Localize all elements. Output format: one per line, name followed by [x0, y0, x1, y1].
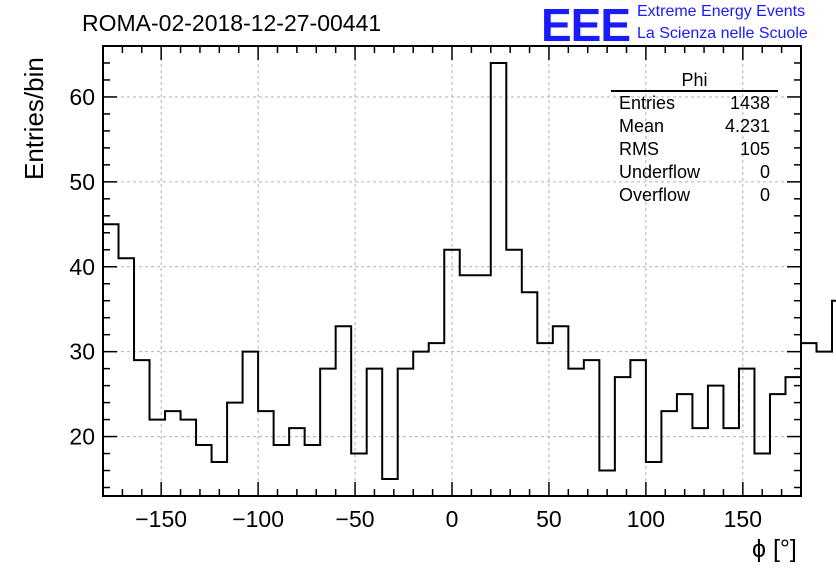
x-tick-label: 0	[446, 506, 459, 532]
y-tick-label: 30	[69, 339, 95, 365]
histogram-bin	[444, 250, 460, 496]
stats-row: Entries 1438	[611, 92, 778, 115]
histogram-bin	[723, 428, 739, 496]
histogram-bin	[491, 63, 507, 496]
stats-label: Overflow	[619, 185, 691, 205]
histogram-bin	[320, 369, 336, 496]
histogram-bin	[599, 471, 615, 496]
histogram-bin	[367, 369, 383, 496]
histogram-bin	[119, 258, 135, 496]
histogram-bin	[832, 301, 836, 496]
histogram-bin	[506, 250, 522, 496]
y-tick-label: 20	[69, 424, 95, 450]
stats-box: Phi Entries 1438 Mean 4.231 RMS 105 Underfl…	[611, 70, 778, 207]
histogram-bin	[708, 386, 724, 496]
histogram-bin	[785, 377, 801, 496]
logo-line-2: La Scienza nelle Scuole	[637, 25, 808, 42]
histogram-bin	[413, 352, 429, 496]
histogram-bin	[630, 360, 646, 496]
stats-row: RMS 105	[611, 138, 778, 161]
x-axis-label: ϕ [°]	[752, 535, 797, 563]
histogram-bin	[258, 411, 274, 496]
stats-label: RMS	[619, 139, 659, 159]
histogram-bin	[475, 275, 491, 496]
histogram-bin	[615, 377, 631, 496]
histogram-bin	[150, 420, 166, 496]
stats-title: Phi	[611, 70, 778, 92]
histogram-bin	[181, 420, 197, 496]
x-tick-label: 50	[536, 506, 562, 532]
stats-row: Underflow 0	[611, 161, 778, 184]
stats-value: 1438	[729, 93, 770, 113]
histogram-bin	[243, 352, 259, 496]
histogram-bin	[537, 343, 553, 496]
stats-label: Mean	[619, 116, 665, 136]
histogram-bin	[817, 352, 833, 496]
stats-value: 0	[759, 162, 770, 182]
histogram-bin	[754, 454, 770, 496]
y-tick-label: 50	[69, 169, 95, 195]
stats-value: 4.231	[724, 116, 770, 136]
histogram-bin	[553, 326, 569, 496]
y-axis-label: Entries/bin	[19, 57, 49, 180]
histogram-bin	[336, 326, 352, 496]
histogram-bin	[134, 360, 150, 496]
histogram-bin	[692, 428, 708, 496]
histogram-bin	[677, 394, 693, 496]
histogram-bin	[460, 275, 476, 496]
histogram-bin	[351, 454, 367, 496]
x-tick-label: −100	[232, 506, 284, 532]
x-tick-label: 100	[627, 506, 665, 532]
stats-label: Underflow	[619, 162, 701, 182]
histogram-bin	[661, 411, 677, 496]
histogram-bin	[739, 369, 755, 496]
stats-value: 105	[739, 139, 770, 159]
histogram-bin	[801, 343, 817, 496]
histogram-bin	[165, 411, 181, 496]
histogram-bin	[382, 479, 398, 496]
histogram-bin	[305, 445, 321, 496]
eee-logo: EEE	[541, 0, 631, 51]
histogram-bin	[646, 462, 662, 496]
histogram-bin	[289, 428, 305, 496]
y-tick-label: 60	[69, 84, 95, 110]
x-tick-label: −150	[135, 506, 187, 532]
stats-label: Entries	[619, 93, 676, 113]
histogram-bin	[770, 394, 786, 496]
logo-line-1: Extreme Energy Events	[637, 3, 806, 20]
histogram-bin	[584, 360, 600, 496]
histogram-bin	[522, 292, 538, 496]
stats-row: Overflow 0	[611, 184, 778, 207]
x-tick-label: 150	[724, 506, 762, 532]
plot-frame	[102, 45, 802, 497]
x-tick-label: −50	[336, 506, 375, 532]
histogram-bin	[212, 462, 228, 496]
histogram-bin	[568, 369, 584, 496]
histogram-bin	[274, 445, 290, 496]
chart-title: ROMA-02-2018-12-27-00441	[82, 10, 382, 36]
histogram-bin	[398, 369, 414, 496]
histogram-bin	[227, 403, 243, 496]
histogram-bin	[103, 224, 119, 496]
histogram-bin	[196, 445, 212, 496]
y-tick-label: 40	[69, 254, 95, 280]
stats-value: 0	[759, 185, 770, 205]
stats-row: Mean 4.231	[611, 115, 778, 138]
histogram-line	[103, 61, 836, 481]
histogram-bin	[429, 343, 445, 496]
